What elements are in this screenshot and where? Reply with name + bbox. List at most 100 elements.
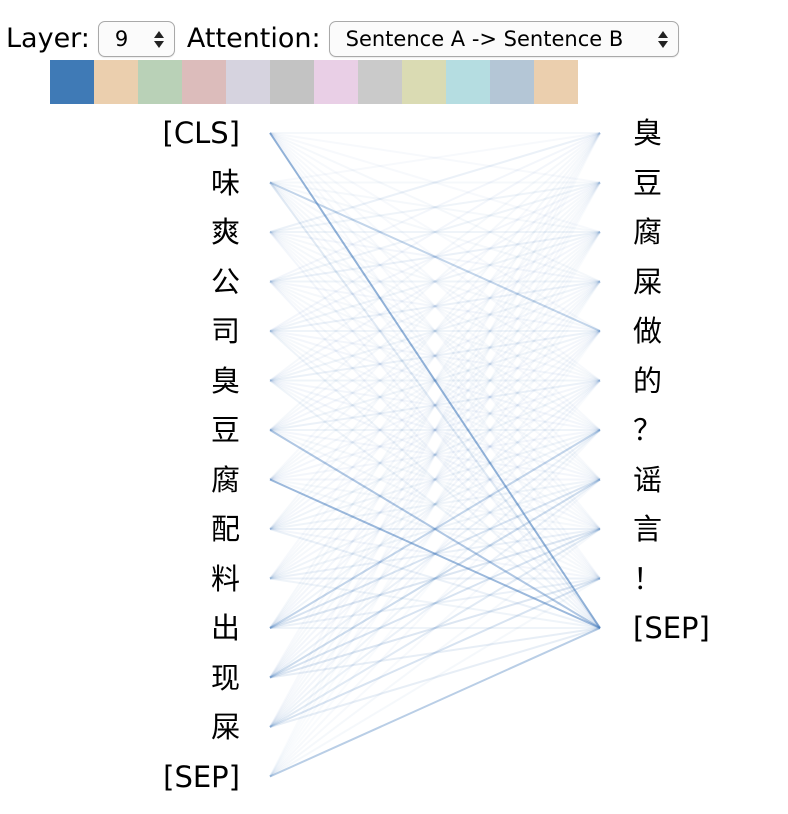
attention-line — [269, 429, 601, 530]
attention-line — [269, 132, 601, 431]
attention-line — [269, 577, 601, 679]
attention-line — [269, 231, 601, 580]
attention-line — [269, 181, 601, 481]
attention-line — [269, 280, 601, 530]
attention-line — [269, 478, 601, 580]
attention-line — [269, 132, 601, 629]
attention-line — [269, 132, 601, 283]
sentence-b-token[interactable]: ！ — [633, 561, 663, 596]
attention-line — [269, 379, 601, 629]
attention-line — [269, 330, 601, 382]
sentence-b-token[interactable]: 屎 — [633, 264, 663, 299]
attention-line — [269, 379, 601, 580]
select-arrows-icon — [657, 30, 668, 48]
head-swatch[interactable] — [270, 60, 314, 104]
attention-line — [269, 132, 601, 332]
attention-line — [269, 330, 601, 481]
attention-line — [269, 577, 601, 728]
sentence-a-token[interactable]: 出 — [210, 611, 240, 645]
sentence-b-token[interactable]: 做 — [633, 314, 663, 348]
attention-line — [270, 232, 600, 777]
attention-line — [269, 181, 601, 728]
select-arrows-icon — [153, 30, 164, 48]
sentence-b-token[interactable]: 言 — [633, 512, 663, 546]
head-swatch[interactable] — [490, 60, 534, 104]
head-swatch[interactable] — [402, 60, 446, 104]
sentence-a-token[interactable]: 豆 — [210, 413, 240, 447]
attention-line — [269, 478, 601, 530]
sentence-a-token[interactable]: 腐 — [210, 462, 240, 497]
head-swatch[interactable] — [226, 60, 270, 104]
attention-line — [269, 181, 601, 530]
sentence-b-token[interactable]: 腐 — [633, 215, 663, 249]
head-swatch[interactable] — [314, 60, 358, 104]
layer-select[interactable]: 9 — [97, 21, 175, 57]
sentence-a-token[interactable]: 配 — [210, 512, 240, 546]
attention-line — [269, 181, 601, 481]
attention-line — [269, 330, 601, 431]
attention-line — [269, 429, 601, 629]
attention-line — [269, 181, 601, 332]
head-swatch[interactable] — [182, 60, 226, 104]
attention-line — [269, 132, 601, 530]
sentence-b-token[interactable]: 谣 — [633, 462, 663, 497]
attention-line — [269, 181, 601, 580]
head-swatch[interactable] — [138, 60, 182, 104]
attention-line — [269, 132, 601, 580]
attention-line — [269, 231, 601, 382]
sentence-a-token[interactable]: 司 — [210, 314, 240, 348]
attention-line — [269, 379, 601, 629]
head-swatch[interactable] — [50, 60, 94, 104]
attention-line — [269, 181, 601, 233]
sentence-b-token[interactable]: 的 — [633, 363, 663, 398]
attention-line — [269, 379, 601, 481]
attention-line — [269, 132, 601, 184]
attention-line — [269, 429, 601, 679]
attention-line — [269, 280, 601, 382]
head-swatch[interactable] — [358, 60, 402, 104]
sentence-b-token[interactable]: 豆 — [633, 165, 663, 200]
attention-line — [269, 132, 601, 481]
attention-line — [269, 478, 601, 679]
attention-line — [269, 181, 601, 332]
sentence-b-token[interactable]: ？ — [633, 413, 663, 447]
sentence-a-token[interactable]: 臭 — [210, 363, 240, 398]
sentence-a-token[interactable]: [SEP] — [163, 759, 240, 794]
sentence-b-token[interactable]: [SEP] — [633, 611, 710, 645]
attention-line — [269, 132, 601, 431]
attention-line — [269, 528, 601, 629]
attention-line — [269, 280, 601, 332]
sentence-b-token[interactable]: 臭 — [633, 116, 663, 150]
attention-line — [269, 478, 601, 530]
attention-line — [269, 330, 601, 481]
sentence-a-token[interactable]: [CLS] — [162, 116, 240, 150]
attention-line — [269, 280, 601, 481]
attention-line — [269, 181, 601, 431]
attention-line — [269, 280, 601, 728]
attention-line — [269, 132, 601, 580]
head-swatch[interactable] — [446, 60, 490, 104]
attention-select[interactable]: Sentence A -> Sentence B — [328, 21, 679, 57]
attention-line — [269, 330, 601, 431]
attention-line — [269, 181, 601, 530]
attention-line — [269, 478, 601, 728]
sentence-a-token[interactable]: 味 — [210, 165, 240, 200]
attention-line — [269, 231, 601, 530]
attention-line — [269, 231, 601, 283]
attention-line — [269, 132, 601, 481]
attention-line — [269, 231, 601, 629]
sentence-a-token[interactable]: 公 — [210, 264, 240, 299]
attention-line — [269, 379, 601, 431]
head-swatch[interactable] — [534, 60, 578, 104]
attention-line — [269, 429, 601, 778]
attention-line — [269, 627, 601, 679]
sentence-a-token[interactable]: 现 — [210, 660, 240, 695]
attention-line — [269, 231, 601, 629]
sentence-a-token[interactable]: 爽 — [210, 215, 240, 249]
attention-line — [269, 181, 601, 382]
sentence-a-token[interactable]: 屎 — [210, 710, 240, 744]
sentence-a-token[interactable]: 料 — [210, 561, 240, 596]
head-swatch[interactable] — [94, 60, 138, 104]
attention-line — [269, 627, 601, 728]
attention-line — [269, 478, 601, 629]
